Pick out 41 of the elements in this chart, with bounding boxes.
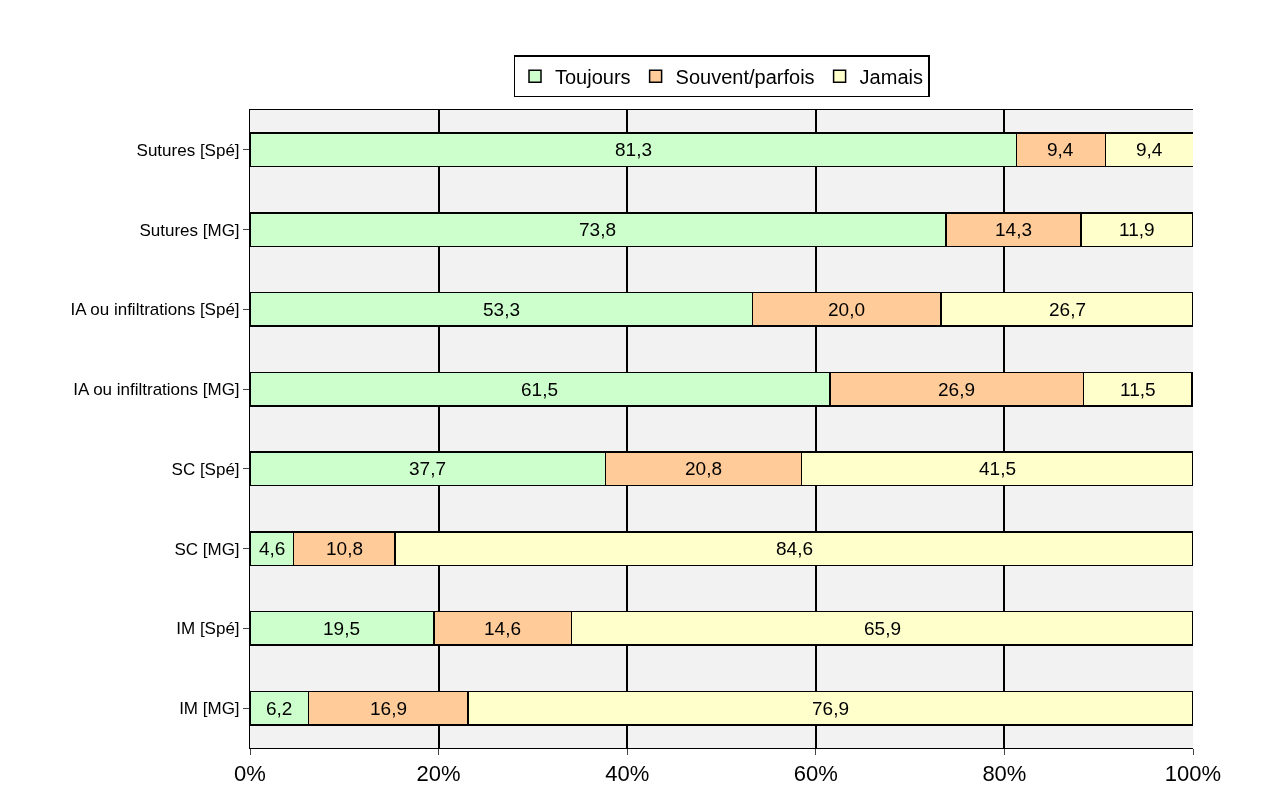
- data-label: 14,6: [484, 618, 521, 639]
- y-tick-label: Sutures [MG]: [139, 220, 240, 240]
- data-label: 53,3: [483, 299, 520, 320]
- data-label: 20,0: [828, 299, 865, 320]
- data-label: 20,8: [685, 458, 722, 479]
- x-tick-label: 0%: [234, 761, 266, 787]
- data-label: 61,5: [521, 379, 558, 400]
- data-label: 37,7: [409, 458, 446, 479]
- data-label: 14,3: [995, 219, 1032, 240]
- data-label: 19,5: [323, 618, 360, 639]
- data-label: 4,6: [259, 538, 286, 559]
- data-label: 65,9: [864, 618, 901, 639]
- data-label: 11,9: [1119, 219, 1155, 240]
- y-tick-label: IM [Spé]: [176, 619, 240, 639]
- x-tick-label: 40%: [605, 761, 650, 787]
- data-label: 26,7: [1049, 299, 1086, 320]
- x-tick-label: 100%: [1164, 761, 1222, 787]
- data-label: 81,3: [615, 139, 652, 160]
- data-label: 26,9: [938, 379, 975, 400]
- data-label: 10,8: [326, 538, 363, 559]
- y-tick-label: IA ou infiltrations [MG]: [73, 380, 240, 400]
- data-label: 41,5: [979, 458, 1016, 479]
- data-label: 16,9: [370, 698, 407, 719]
- x-tick-label: 60%: [793, 761, 838, 787]
- y-tick-label: IM [MG]: [179, 699, 240, 719]
- legend-label: Souvent/parfois: [675, 66, 815, 89]
- data-label: 6,2: [266, 698, 293, 719]
- x-tick-label: 20%: [416, 761, 461, 787]
- data-label: 84,6: [776, 538, 813, 559]
- data-label: 73,8: [579, 219, 616, 240]
- y-tick-label: SC [Spé]: [171, 459, 240, 479]
- legend-label: Toujours: [555, 66, 631, 89]
- data-label: 9,4: [1136, 139, 1163, 160]
- y-tick-label: SC [MG]: [174, 539, 240, 559]
- legend-label: Jamais: [859, 66, 923, 89]
- data-label: 9,4: [1047, 139, 1074, 160]
- y-tick-label: Sutures [Spé]: [136, 140, 240, 160]
- data-label: 11,5: [1120, 379, 1156, 400]
- y-tick-label: IA ou infiltrations [Spé]: [70, 300, 240, 320]
- x-tick-label: 80%: [982, 761, 1027, 787]
- data-label: 76,9: [812, 698, 849, 719]
